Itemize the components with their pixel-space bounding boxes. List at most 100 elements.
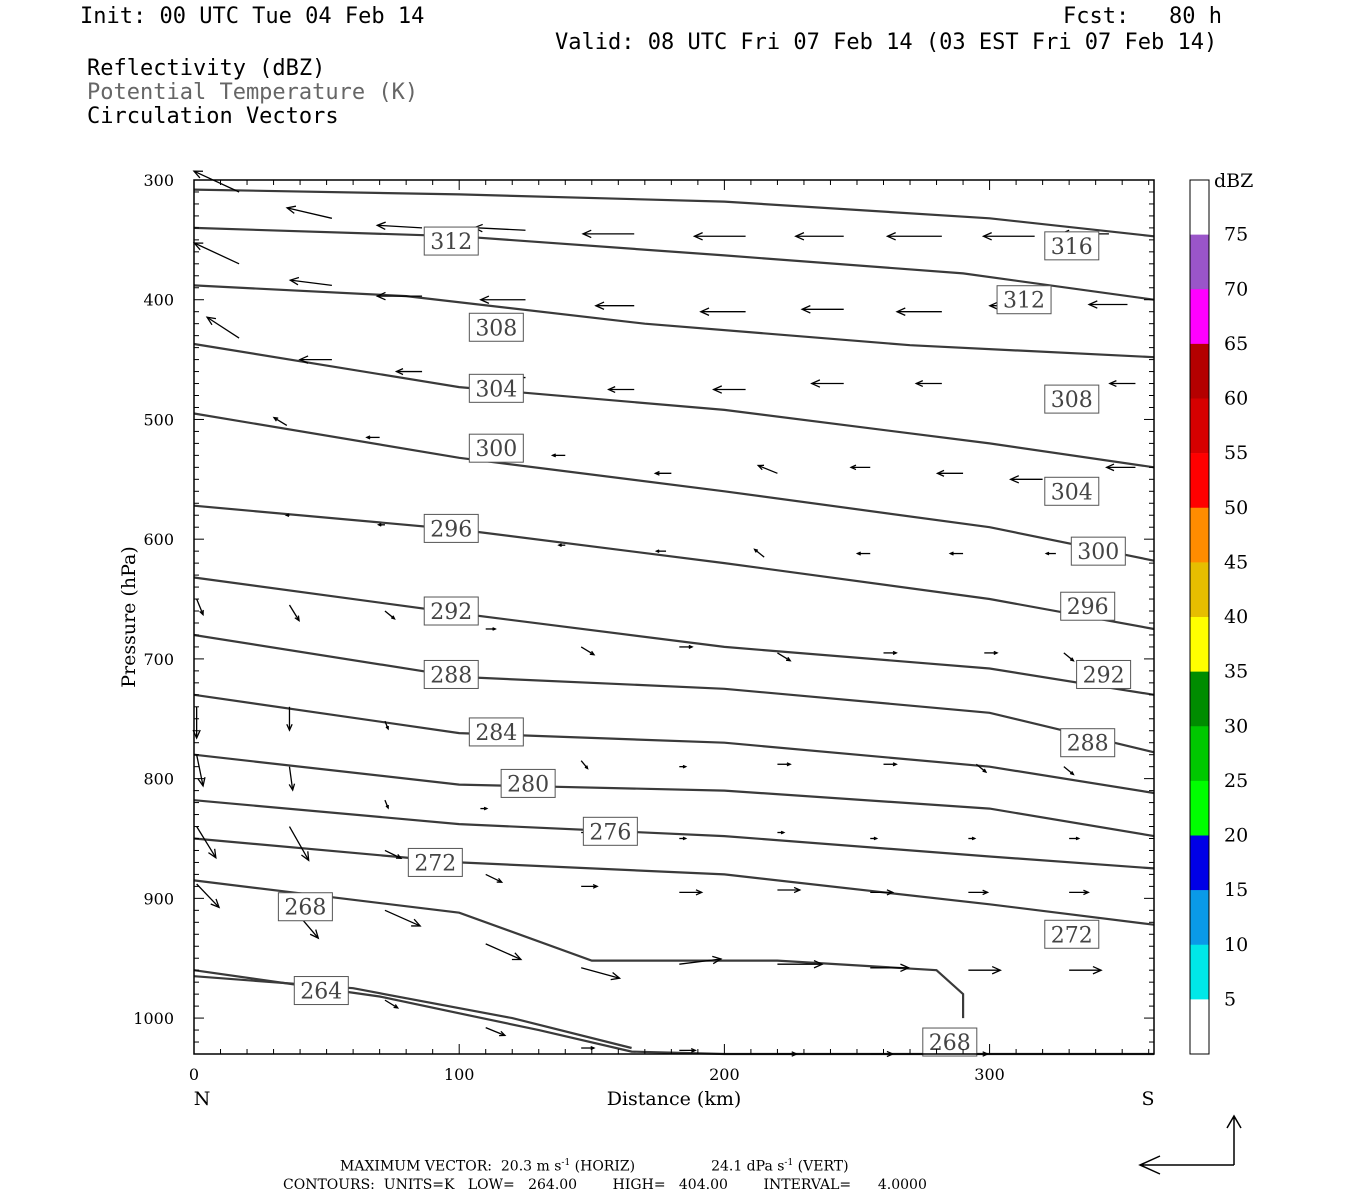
- vector-head: [793, 886, 802, 894]
- contour-label-text: 276: [589, 820, 631, 845]
- vector-head: [712, 385, 723, 394]
- contour-label-layer: 316 312 312 308 308 304 304 300 300 296 296 292 292 2…: [277, 226, 1132, 1057]
- colorbar-swatch: [1190, 289, 1209, 345]
- field-reflectivity-title: Reflectivity (dBZ): [87, 56, 326, 81]
- circulation-vector: [581, 883, 599, 889]
- contour-label-box: [407, 847, 463, 877]
- vector-head: [855, 551, 861, 556]
- vector-shaft: [777, 652, 791, 662]
- isentrope-296: [193, 504, 1155, 631]
- vector-head: [900, 963, 911, 973]
- vector-head: [780, 830, 786, 835]
- colorbar-level-label: 15: [1224, 879, 1248, 901]
- circulation-vector: [298, 355, 332, 364]
- colorbar-level-label: 45: [1224, 551, 1248, 573]
- vector-head: [688, 644, 694, 649]
- vector-head: [391, 615, 396, 620]
- contour-label-box: [1044, 476, 1100, 506]
- contour-label: 312: [996, 285, 1052, 315]
- colorbar-level-label: 10: [1224, 934, 1248, 956]
- colorbar-level-label: 40: [1224, 606, 1248, 628]
- colorbar-swatch: [1190, 180, 1209, 235]
- circulation-vector: [384, 610, 396, 620]
- circulation-vector: [581, 229, 635, 239]
- circulation-vector: [777, 652, 792, 662]
- contour-label-text: 316: [1051, 235, 1093, 260]
- circulation-vector: [384, 999, 400, 1009]
- colorbar-level-label: 25: [1224, 770, 1248, 792]
- max-vector-horiz-value: MAXIMUM VECTOR: 20.3 m s: [340, 1158, 562, 1175]
- vector-head: [192, 170, 204, 179]
- isentrope-280: [193, 753, 1155, 838]
- circulation-vector: [285, 205, 333, 219]
- isentrope-268: [193, 879, 965, 1019]
- contour-label: 304: [468, 373, 524, 403]
- colorbar-swatch: [1190, 671, 1209, 727]
- vector-head: [375, 221, 386, 231]
- vector-head: [654, 549, 660, 553]
- contour-label-text: 292: [1083, 663, 1125, 688]
- contour-label: 308: [468, 312, 524, 342]
- colorbar-level-label: 75: [1224, 224, 1248, 246]
- circulation-vector: [794, 232, 844, 241]
- circulation-vector: [192, 170, 240, 193]
- colorbar-unit-label: dBZ: [1214, 170, 1253, 192]
- circulation-vector: [753, 548, 765, 558]
- vector-head: [594, 301, 605, 310]
- circulation-vector: [870, 963, 911, 973]
- isentrope-304: [193, 342, 1155, 469]
- contour-label: 288: [423, 659, 479, 689]
- vector-head: [1069, 771, 1075, 776]
- circulation-vector: [895, 307, 942, 316]
- vector-head: [199, 609, 204, 617]
- contour-label-text: 284: [475, 721, 517, 746]
- circulation-vector: [968, 889, 990, 896]
- y-tick-label: 900: [143, 889, 174, 908]
- contour-label-text: 308: [475, 316, 517, 341]
- colorbar-swatch: [1190, 726, 1209, 782]
- vector-head: [653, 470, 660, 476]
- x-tick-label: 100: [444, 1065, 475, 1084]
- y-tick-label: 600: [143, 530, 174, 549]
- colorbar-swatch: [1190, 398, 1209, 454]
- vector-shaft: [580, 646, 595, 656]
- circulation-vector: [288, 826, 310, 862]
- contour-label-box: [423, 659, 479, 689]
- circulation-vector: [883, 762, 898, 767]
- circulation-vector: [580, 760, 589, 770]
- circulation-vector: [883, 650, 898, 655]
- circulation-vector: [479, 295, 526, 304]
- circulation-vector: [1105, 463, 1136, 472]
- contour-label-text: 304: [475, 377, 517, 402]
- contour-label: 268: [277, 892, 333, 922]
- vector-shaft: [377, 224, 423, 229]
- vector-head: [590, 1045, 596, 1051]
- circulation-vector: [1108, 380, 1136, 388]
- colorbar-swatch: [1190, 944, 1209, 1000]
- vector-head: [695, 889, 704, 896]
- circulation-vector: [855, 551, 871, 556]
- vector-head: [205, 316, 217, 326]
- contour-label-text: 312: [430, 230, 472, 255]
- circulation-vector: [192, 242, 240, 265]
- isentrope-272: [193, 837, 1155, 926]
- colorbar-swatch: [1190, 780, 1209, 836]
- circulation-vector: [580, 646, 596, 656]
- circulation-vector: [196, 826, 217, 860]
- circulation-vector: [699, 307, 746, 316]
- vector-shaft: [581, 967, 620, 979]
- vector-shaft: [288, 826, 310, 861]
- vector-head: [988, 301, 999, 310]
- vector-head: [607, 386, 616, 394]
- contour-label-box: [500, 768, 556, 798]
- vector-shaft: [290, 279, 332, 287]
- circulation-vector: [968, 836, 977, 841]
- circulation-vector: [375, 291, 423, 301]
- vector-head: [394, 368, 404, 376]
- vector-head: [682, 764, 688, 769]
- isentrope-276: [193, 799, 1155, 870]
- vector-shaft: [384, 610, 395, 620]
- vector-shaft: [194, 242, 240, 265]
- circulation-vector: [810, 379, 844, 388]
- contour-label-box: [1044, 919, 1100, 949]
